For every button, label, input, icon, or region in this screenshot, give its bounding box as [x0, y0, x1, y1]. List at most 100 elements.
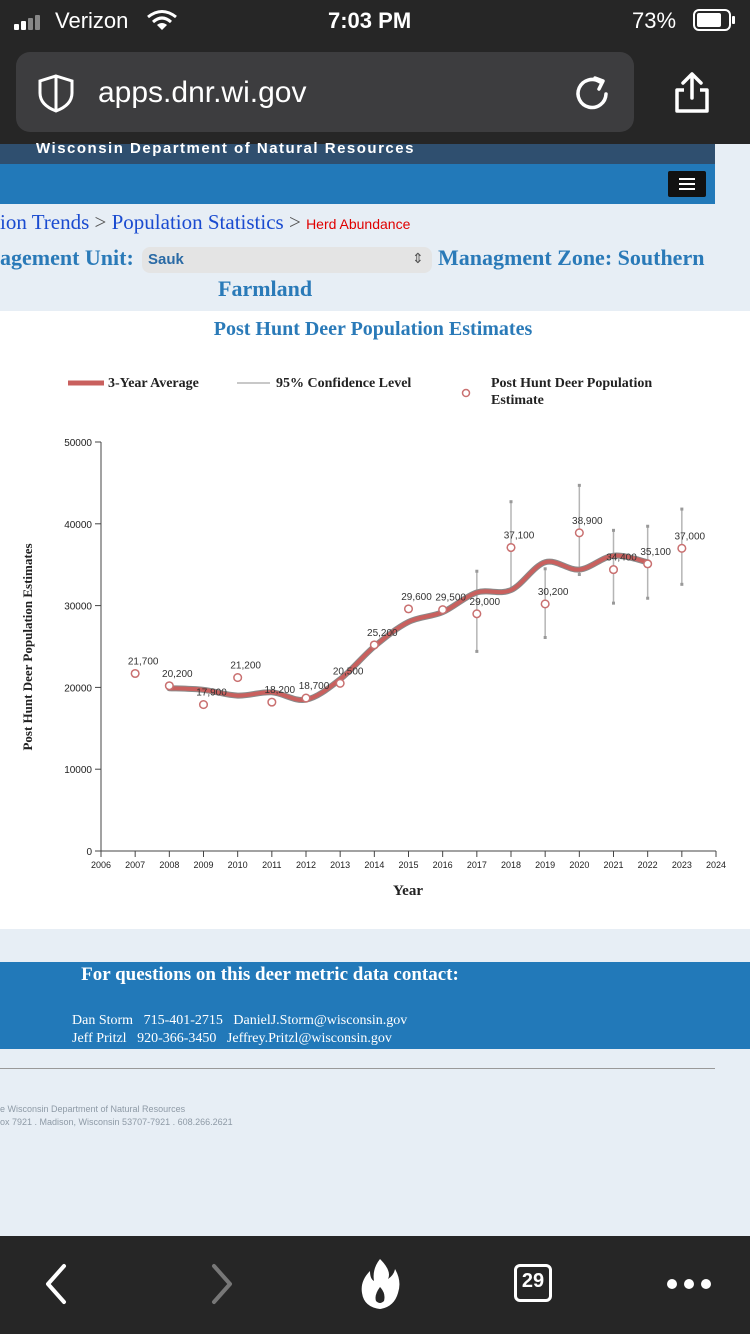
- x-tick-label: 2023: [672, 860, 692, 870]
- breadcrumb-link-trends[interactable]: ion Trends: [0, 210, 90, 234]
- breadcrumb: ion Trends > Population Statistics > Her…: [0, 210, 410, 235]
- nav-bar: [0, 164, 715, 204]
- estimate-point: [267, 697, 277, 707]
- confidence-cap-low: [612, 601, 615, 605]
- estimate-point: [198, 700, 209, 710]
- confidence-cap-low: [475, 649, 479, 653]
- x-tick-label: 2015: [398, 860, 418, 870]
- contact-name: Dan Storm: [72, 1013, 134, 1028]
- management-unit-select[interactable]: [142, 247, 432, 273]
- confidence-cap-high: [612, 528, 615, 532]
- estimate-label: 25,200: [367, 628, 398, 639]
- x-tick-label: 2020: [569, 860, 589, 870]
- forward-icon[interactable]: [206, 1262, 238, 1306]
- estimate-label: 37,000: [675, 531, 706, 542]
- confidence-cap-high: [577, 483, 581, 487]
- y-axis-label: Post Hunt Deer Population Estimates: [20, 543, 35, 750]
- x-tick-label: 2013: [330, 860, 350, 870]
- y-tick-label: 40000: [64, 520, 92, 531]
- estimate-point: [233, 673, 243, 683]
- x-tick-label: 2019: [535, 860, 555, 870]
- battery-icon: [693, 9, 735, 31]
- carrier-name: Verizon: [55, 8, 129, 33]
- estimate-point: [403, 604, 414, 614]
- estimate-label: 20,500: [333, 666, 364, 677]
- confidence-cap-high: [509, 500, 513, 504]
- footer-divider: [0, 1068, 715, 1069]
- fire-icon[interactable]: [358, 1257, 402, 1311]
- contact-email[interactable]: Jeffrey.Pritzl@wisconsin.gov: [226, 1031, 392, 1046]
- breadcrumb-separator: >: [288, 210, 301, 234]
- estimate-label: 29,500: [435, 593, 466, 604]
- estimate-label: 21,200: [230, 661, 261, 672]
- x-tick-label: 2024: [706, 860, 726, 870]
- chart-title: Post Hunt Deer Population Estimates: [214, 318, 533, 340]
- estimate-label: 29,000: [470, 597, 501, 608]
- y-tick-label: 30000: [64, 602, 92, 613]
- reload-icon[interactable]: [570, 72, 614, 116]
- x-tick-label: 2014: [364, 860, 384, 870]
- estimate-point: [506, 542, 516, 553]
- confidence-cap-high: [475, 569, 479, 573]
- x-tick-label: 2017: [467, 860, 487, 870]
- shield-icon[interactable]: [34, 73, 78, 113]
- estimate-point: [335, 678, 345, 688]
- estimate-label: 21,700: [128, 656, 159, 667]
- back-icon[interactable]: [40, 1262, 72, 1306]
- contact-row: Dan Storm 715-401-2715 DanielJ.Storm@wis…: [72, 1013, 407, 1029]
- management-zone-label: Managment Zone: Southern: [438, 245, 705, 270]
- estimate-point: [301, 693, 311, 703]
- average-line: [167, 553, 650, 703]
- confidence-cap-low: [646, 596, 650, 600]
- y-tick-label: 50000: [64, 438, 92, 449]
- site-title: Wisconsin Department of Natural Resource…: [36, 140, 415, 157]
- estimate-label: 20,200: [162, 669, 193, 680]
- hamburger-menu-button[interactable]: [668, 171, 706, 197]
- y-tick-label: 10000: [64, 765, 92, 776]
- estimate-label: 18,200: [265, 685, 296, 696]
- breadcrumb-link-population-statistics[interactable]: Population Statistics: [111, 210, 284, 234]
- x-tick-label: 2021: [603, 860, 623, 870]
- share-icon[interactable]: [670, 70, 714, 116]
- wifi-icon: [147, 10, 177, 30]
- confidence-cap-high: [680, 507, 684, 511]
- address-bar[interactable]: [16, 52, 634, 132]
- contact-email[interactable]: DanielJ.Storm@wisconsin.gov: [233, 1013, 408, 1028]
- x-tick-label: 2008: [159, 860, 179, 870]
- confidence-cap-low: [577, 573, 581, 577]
- estimate-label: 17,900: [196, 688, 227, 699]
- estimate-label: 38,900: [572, 516, 603, 527]
- x-tick-label: 2012: [296, 860, 316, 870]
- contact-phone[interactable]: 920-366-3450: [137, 1031, 217, 1046]
- estimate-label: 30,200: [538, 587, 569, 598]
- estimate-label: 34,400: [606, 553, 637, 564]
- clock: 7:03 PM: [328, 8, 412, 33]
- site-header: [0, 144, 715, 164]
- breadcrumb-separator: >: [94, 210, 107, 234]
- management-unit-label: agement Unit:: [0, 245, 134, 270]
- chevron-updown-icon: ⇕: [412, 250, 424, 266]
- estimate-point: [643, 559, 653, 569]
- url-text[interactable]: apps.dnr.wi.gov: [98, 76, 307, 109]
- contact-phone[interactable]: 715-401-2715: [143, 1013, 223, 1028]
- x-tick-label: 2009: [193, 860, 213, 870]
- estimate-point: [438, 605, 448, 615]
- tab-count[interactable]: 29: [521, 1270, 545, 1292]
- x-tick-label: 2016: [433, 860, 453, 870]
- management-zone-label-cont: Farmland: [218, 276, 313, 301]
- more-icon[interactable]: [664, 1276, 714, 1292]
- estimate-point: [608, 565, 619, 575]
- estimate-label: 37,100: [504, 531, 535, 542]
- estimate-point: [164, 681, 174, 691]
- legend-ci: 95% Confidence Level: [276, 376, 411, 391]
- x-tick-label: 2011: [262, 860, 281, 870]
- estimate-label: 35,100: [640, 547, 671, 558]
- legend-estimate: Post Hunt Deer Population Estimate: [491, 376, 652, 408]
- management-unit-value[interactable]: Sauk: [148, 251, 184, 268]
- estimate-point: [574, 528, 584, 538]
- battery-percent: 73%: [632, 8, 677, 33]
- confidence-cap-low: [543, 636, 547, 640]
- tabs-button[interactable]: [514, 1264, 552, 1302]
- x-tick-label: 2007: [125, 860, 145, 870]
- contact-row: Jeff Pritzl 920-366-3450 Jeffrey.Pritzl@…: [72, 1031, 392, 1047]
